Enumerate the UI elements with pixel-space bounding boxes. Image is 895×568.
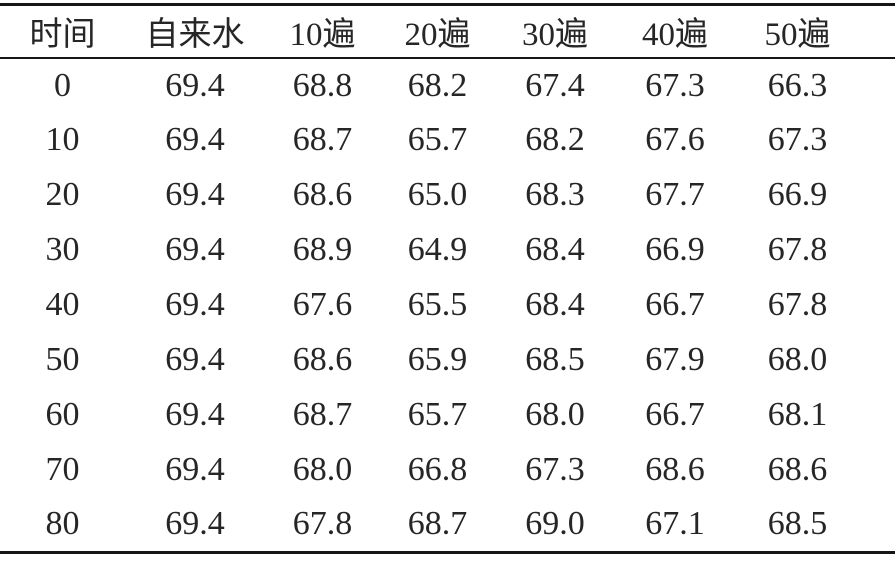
value-cell: 68.5 <box>525 341 585 378</box>
value-cell: 68.0 <box>525 396 585 433</box>
value-cell: 67.9 <box>645 341 705 378</box>
row-filler-cell <box>860 388 895 443</box>
value-cell: 65.0 <box>407 176 468 213</box>
table-row: 10 69.4 68.7 65.7 68.2 67.6 67.3 <box>0 113 895 168</box>
value-cell: 66.7 <box>645 286 705 323</box>
row-time-cell: 70 <box>45 451 80 488</box>
value-cell: 65.5 <box>407 286 468 323</box>
value-cell: 68.6 <box>767 451 828 488</box>
value-cell: 68.1 <box>767 396 828 433</box>
table-row: 30 69.4 68.9 64.9 68.4 66.9 67.8 <box>0 223 895 278</box>
value-cell: 65.9 <box>407 341 468 378</box>
value-cell: 68.7 <box>292 396 353 433</box>
value-cell: 68.8 <box>292 66 353 104</box>
value-cell: 68.0 <box>767 341 828 378</box>
value-cell: 69.0 <box>525 505 585 543</box>
value-cell: 67.8 <box>292 505 353 543</box>
value-cell: 67.8 <box>767 231 828 268</box>
value-cell: 66.3 <box>767 66 828 104</box>
value-cell: 69.4 <box>165 451 225 488</box>
data-table-container: 时间 自来水 10遍 20遍 30遍 40遍 50遍 0 69.4 68.8 68.2… <box>0 3 895 554</box>
value-cell: 68.2 <box>407 66 468 104</box>
value-cell: 67.3 <box>645 66 705 104</box>
row-time-cell: 40 <box>45 286 80 323</box>
value-cell: 67.6 <box>292 286 353 323</box>
row-time-cell: 0 <box>54 66 71 104</box>
value-cell: 64.9 <box>407 231 468 268</box>
value-cell: 65.7 <box>407 121 468 158</box>
column-header-time: 时间 <box>0 4 125 59</box>
table-row: 50 69.4 68.6 65.9 68.5 67.9 68.0 <box>0 333 895 388</box>
column-header-10-passes: 10遍 <box>265 4 380 59</box>
value-cell: 68.4 <box>525 286 585 323</box>
value-cell: 67.3 <box>525 451 585 488</box>
row-filler-cell <box>860 278 895 333</box>
value-cell: 67.4 <box>525 66 585 104</box>
value-cell: 67.6 <box>645 121 705 158</box>
column-header-20-passes: 20遍 <box>380 4 495 59</box>
table-row: 80 69.4 67.8 68.7 69.0 67.1 68.5 <box>0 498 895 553</box>
table-row: 60 69.4 68.7 65.7 68.0 66.7 68.1 <box>0 388 895 443</box>
column-header-30-passes: 30遍 <box>495 4 615 59</box>
value-cell: 68.0 <box>292 451 353 488</box>
column-header-tap-water: 自来水 <box>125 4 265 59</box>
row-filler-cell <box>860 333 895 388</box>
value-cell: 68.7 <box>407 505 468 543</box>
row-filler-cell <box>860 113 895 168</box>
value-cell: 67.3 <box>767 121 828 158</box>
table-row: 40 69.4 67.6 65.5 68.4 66.7 67.8 <box>0 278 895 333</box>
value-cell: 66.9 <box>645 231 705 268</box>
table-row: 70 69.4 68.0 66.8 67.3 68.6 68.6 <box>0 443 895 498</box>
value-cell: 66.7 <box>645 396 705 433</box>
column-header-40-passes: 40遍 <box>615 4 735 59</box>
value-cell: 69.4 <box>165 505 225 543</box>
value-cell: 69.4 <box>165 176 225 213</box>
row-filler-cell <box>860 498 895 553</box>
value-cell: 67.8 <box>767 286 828 323</box>
value-cell: 68.6 <box>645 451 705 488</box>
value-cell: 69.4 <box>165 286 225 323</box>
value-cell: 65.7 <box>407 396 468 433</box>
row-filler-cell <box>860 223 895 278</box>
header-filler-cell <box>860 4 895 59</box>
value-cell: 69.4 <box>165 231 225 268</box>
value-cell: 68.9 <box>292 231 353 268</box>
value-cell: 68.3 <box>525 176 585 213</box>
row-time-cell: 30 <box>45 231 80 268</box>
row-filler-cell <box>860 168 895 223</box>
value-cell: 68.2 <box>525 121 585 158</box>
value-cell: 66.9 <box>767 176 828 213</box>
value-cell: 66.8 <box>407 451 468 488</box>
row-time-cell: 80 <box>45 505 80 543</box>
value-cell: 69.4 <box>165 66 225 104</box>
value-cell: 68.5 <box>767 505 828 543</box>
data-table: 时间 自来水 10遍 20遍 30遍 40遍 50遍 0 69.4 68.8 68.2… <box>0 3 895 554</box>
value-cell: 67.7 <box>645 176 705 213</box>
value-cell: 68.7 <box>292 121 353 158</box>
value-cell: 69.4 <box>165 121 225 158</box>
row-time-cell: 20 <box>45 176 80 213</box>
table-row: 20 69.4 68.6 65.0 68.3 67.7 66.9 <box>0 168 895 223</box>
value-cell: 69.4 <box>165 396 225 433</box>
value-cell: 68.6 <box>292 176 353 213</box>
value-cell: 67.1 <box>645 505 705 543</box>
row-time-cell: 10 <box>45 121 80 158</box>
row-filler-cell <box>860 443 895 498</box>
row-time-cell: 60 <box>45 396 80 433</box>
table-row: 0 69.4 68.8 68.2 67.4 67.3 66.3 <box>0 58 895 113</box>
row-filler-cell <box>860 58 895 113</box>
column-header-50-passes: 50遍 <box>735 4 860 59</box>
value-cell: 68.4 <box>525 231 585 268</box>
value-cell: 69.4 <box>165 341 225 378</box>
table-body: 0 69.4 68.8 68.2 67.4 67.3 66.3 10 69.4 68.7 65.7 6… <box>0 58 895 553</box>
header-row: 时间 自来水 10遍 20遍 30遍 40遍 50遍 <box>0 4 895 59</box>
value-cell: 68.6 <box>292 341 353 378</box>
row-time-cell: 50 <box>45 341 80 378</box>
